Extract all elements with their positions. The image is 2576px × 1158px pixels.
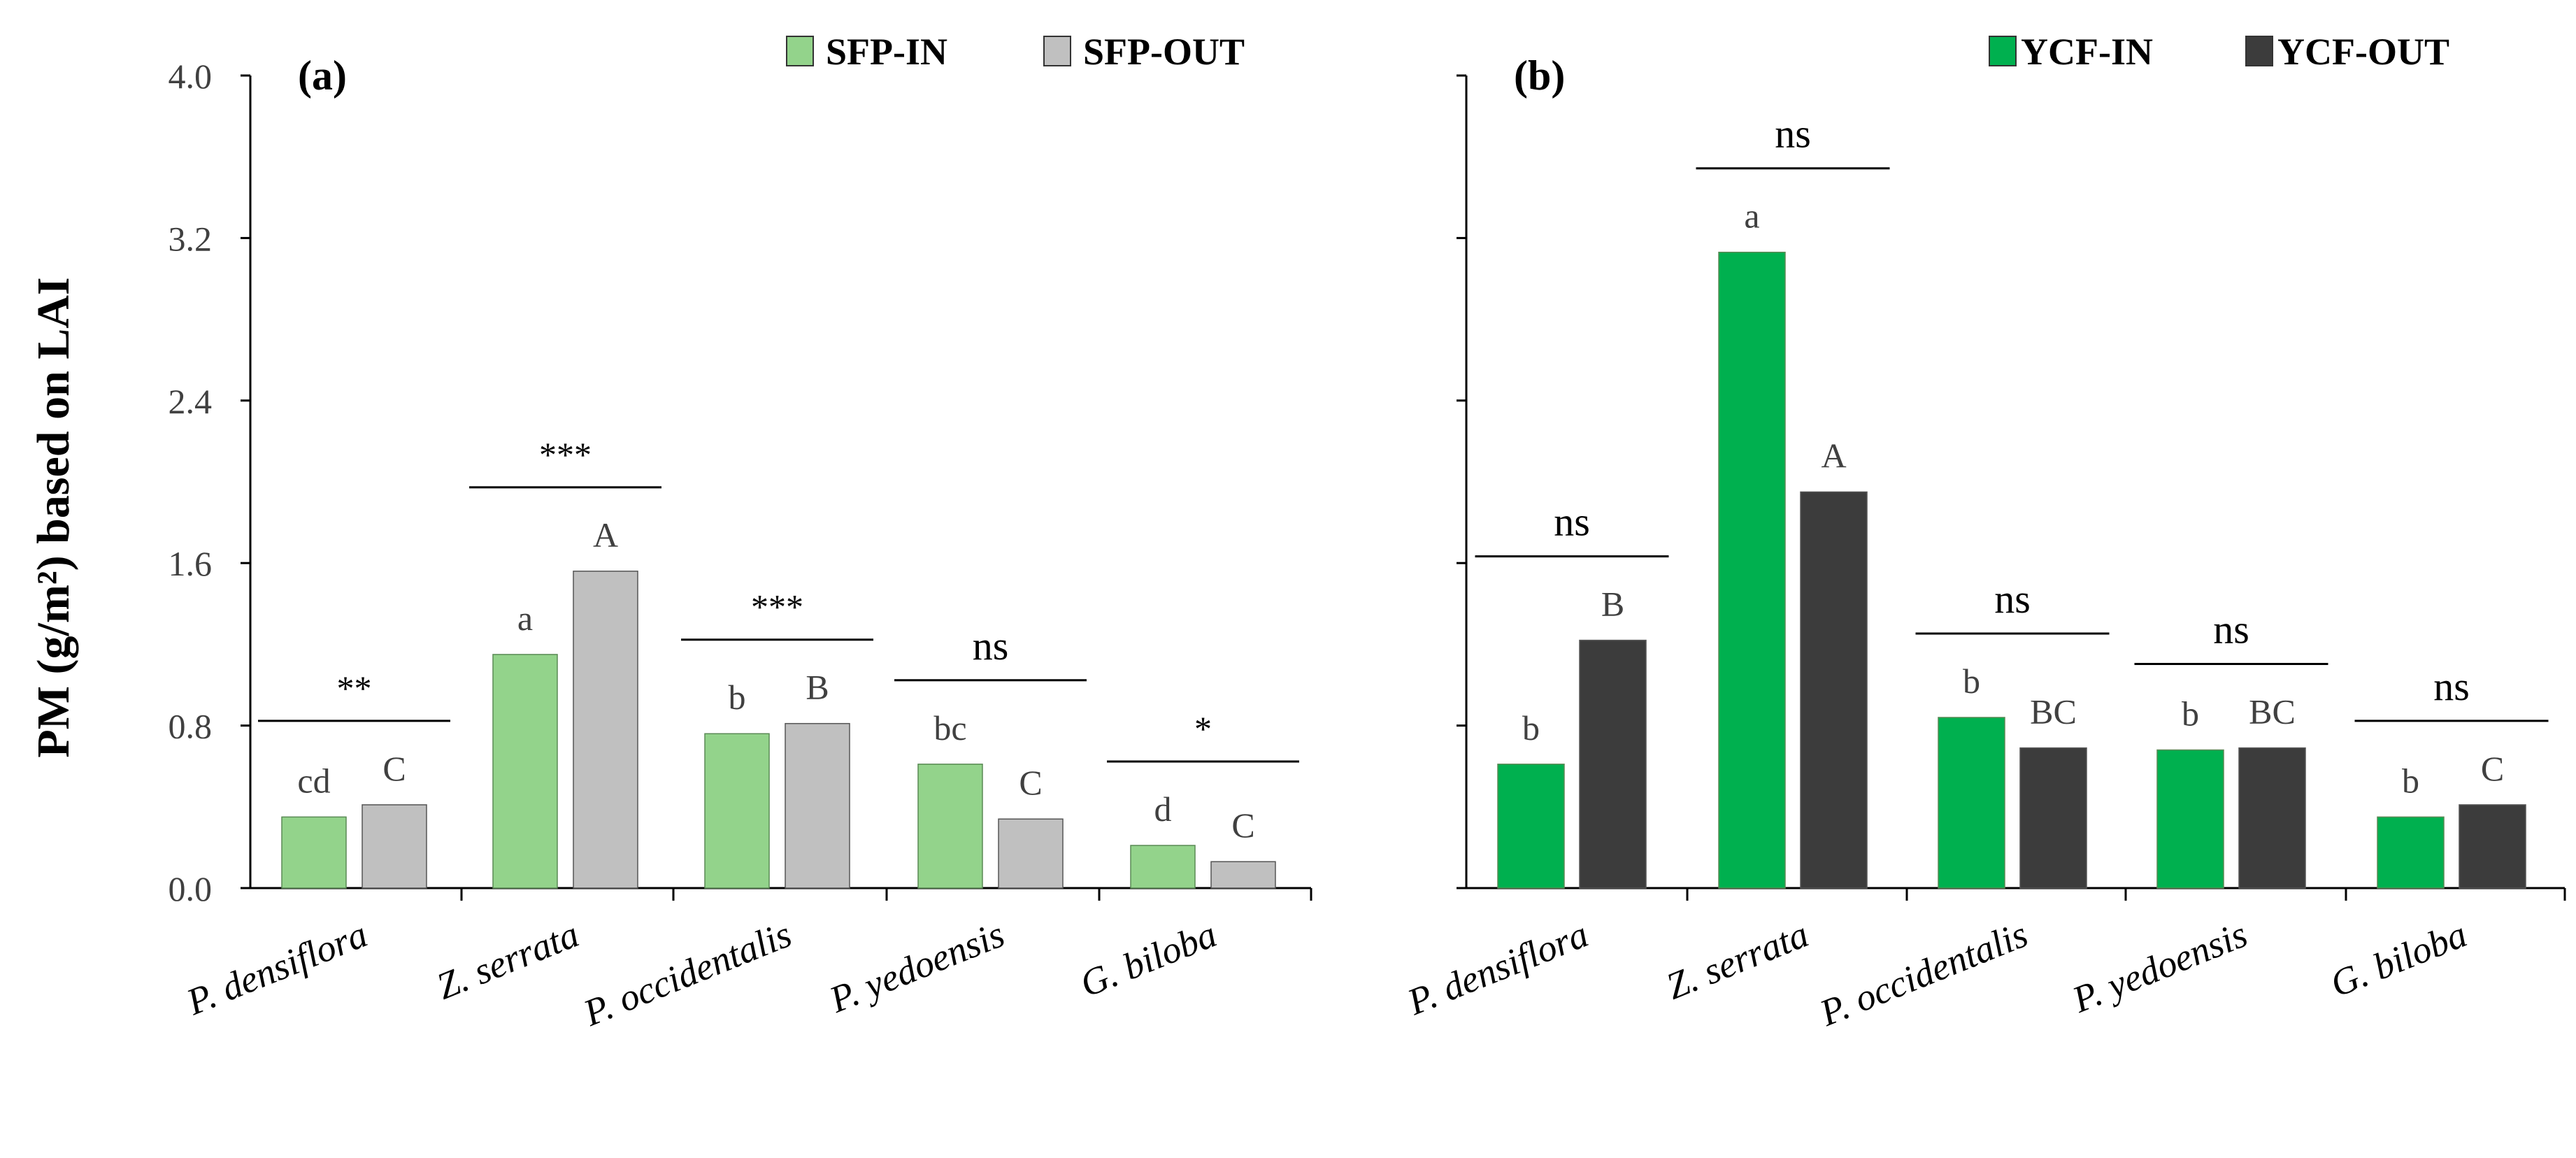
legend-label: YCF-OUT — [2277, 31, 2449, 73]
category-label: Z. serrata — [1660, 913, 1814, 1007]
bar — [704, 733, 770, 889]
y-tick-label: 3.2 — [169, 219, 213, 258]
bar-letter: a — [517, 599, 533, 638]
bar-letter: b — [1963, 662, 1980, 701]
bar-letter: C — [1019, 763, 1042, 802]
significance-label: ns — [1994, 576, 2031, 622]
bar — [1800, 491, 1868, 889]
bar — [2459, 804, 2526, 889]
bar — [1210, 861, 1276, 889]
bar — [1718, 251, 1786, 889]
significance-label: *** — [751, 587, 803, 627]
y-tick-label: 4.0 — [169, 57, 213, 96]
significance-label: ns — [1554, 499, 1590, 545]
legend-label: SFP-IN — [826, 31, 947, 73]
bar-letter: a — [1744, 196, 1759, 236]
bar — [362, 804, 427, 889]
legend-swatch — [1989, 36, 2017, 66]
bar — [492, 654, 558, 889]
panel-b: (b) YCF-IN YCF-OUT b Bns P. densiflora a Ans Z. … — [1401, 31, 2566, 1034]
significance-label: ns — [2213, 607, 2249, 652]
category-label: P. densiflora — [180, 913, 373, 1023]
panel-label: (b) — [1514, 52, 1565, 99]
y-tick-label: 0.0 — [169, 869, 213, 908]
category-label: P. occidentalis — [1813, 913, 2033, 1034]
category-label: G. biloba — [1074, 913, 1222, 1005]
bar — [785, 722, 850, 889]
bar-letter: BC — [2030, 692, 2077, 731]
bar-letter: b — [729, 678, 746, 717]
bar — [1579, 639, 1647, 889]
bar-letter: b — [2402, 761, 2419, 800]
legend-swatch — [1043, 36, 1071, 66]
legend-label: YCF-IN — [2021, 31, 2153, 73]
category-label: P. yedoensis — [2066, 913, 2253, 1021]
bar — [998, 818, 1064, 889]
bar — [281, 816, 347, 889]
bar — [2238, 747, 2306, 889]
bar-letter: bc — [933, 708, 966, 748]
significance-label: * — [1194, 709, 1212, 748]
significance-label: ns — [1775, 111, 1811, 157]
bar — [1130, 845, 1196, 889]
significance-label: ** — [337, 669, 372, 708]
bar — [1938, 717, 2005, 889]
bar-letter: A — [593, 515, 618, 555]
y-tick-label: 2.4 — [169, 382, 213, 421]
y-axis-label: PM (g/m²) based on LAI — [28, 277, 79, 757]
y-tick-label: 1.6 — [169, 544, 213, 583]
legend-label: SFP-OUT — [1083, 31, 1245, 73]
bar-letter: C — [1231, 806, 1254, 845]
bar — [2377, 816, 2445, 889]
bar — [917, 764, 983, 889]
panel-label: (a) — [298, 52, 347, 99]
significance-label: ns — [2433, 664, 2470, 709]
bar-letter: b — [1522, 708, 1540, 748]
bar-letter: BC — [2249, 692, 2296, 731]
bar — [573, 571, 638, 889]
bar-letter: b — [2182, 694, 2199, 733]
category-label: P. yedoensis — [823, 913, 1010, 1021]
significance-label: ns — [973, 623, 1009, 669]
y-tick-label: 0.8 — [169, 707, 213, 746]
bar-letter: B — [1601, 585, 1624, 624]
bar-letter: cd — [297, 761, 330, 800]
bar-letter: A — [1821, 436, 1846, 476]
panel-a: 0.0 0.8 1.6 2.4 3.2 4.0 (a) SFP-IN SFP-OUT cd C ** P… — [169, 31, 1312, 1034]
bar-letter: C — [382, 749, 406, 788]
category-label: Z. serrata — [431, 913, 585, 1007]
bar-letter: d — [1154, 789, 1172, 829]
bar — [2156, 749, 2224, 889]
category-label: P. occidentalis — [577, 913, 797, 1034]
category-label: G. biloba — [2324, 913, 2473, 1005]
category-label: P. densiflora — [1401, 913, 1594, 1023]
legend-swatch — [2245, 36, 2273, 66]
bar — [1497, 764, 1565, 889]
bar-letter: B — [806, 668, 829, 707]
bar-letter: C — [2481, 749, 2504, 788]
bar — [2019, 747, 2087, 889]
legend-swatch — [786, 36, 814, 66]
significance-label: *** — [539, 435, 592, 474]
